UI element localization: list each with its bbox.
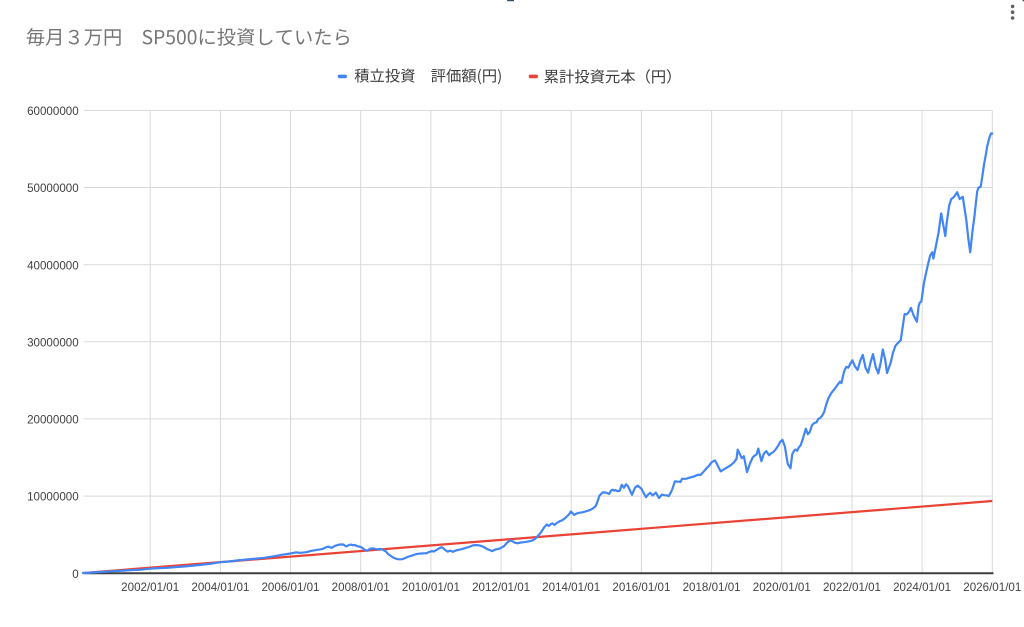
svg-text:2020/01/01: 2020/01/01 [753,581,811,594]
svg-text:2006/01/01: 2006/01/01 [261,581,319,594]
svg-text:2012/01/01: 2012/01/01 [472,581,530,594]
svg-text:60000000: 60000000 [27,105,79,118]
svg-text:2010/01/01: 2010/01/01 [402,581,460,594]
svg-text:2018/01/01: 2018/01/01 [683,581,741,594]
svg-text:2014/01/01: 2014/01/01 [542,581,600,594]
svg-text:2024/01/01: 2024/01/01 [893,581,951,594]
svg-text:40000000: 40000000 [27,259,79,272]
svg-text:0: 0 [72,568,78,581]
svg-text:2026/01/01: 2026/01/01 [963,581,1021,594]
svg-text:20000000: 20000000 [27,414,79,427]
svg-text:30000000: 30000000 [27,336,79,349]
svg-text:10000000: 10000000 [27,491,79,504]
svg-text:2016/01/01: 2016/01/01 [612,581,670,594]
svg-text:2022/01/01: 2022/01/01 [823,581,881,594]
svg-text:2004/01/01: 2004/01/01 [191,581,249,594]
svg-text:50000000: 50000000 [27,182,79,195]
svg-text:2008/01/01: 2008/01/01 [332,581,390,594]
svg-text:2002/01/01: 2002/01/01 [121,581,179,594]
